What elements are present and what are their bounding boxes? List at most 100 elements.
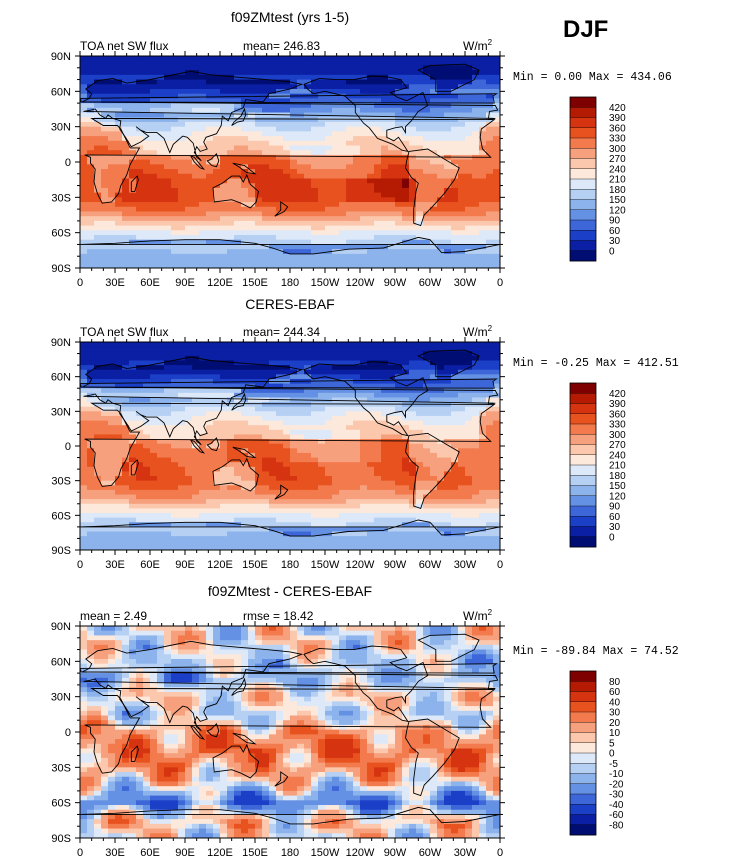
contour-cell xyxy=(493,103,500,109)
contour-cell xyxy=(318,448,326,454)
contour-cell xyxy=(276,462,284,468)
contour-cell xyxy=(388,154,396,161)
contour-cell xyxy=(234,169,242,175)
contour-cell xyxy=(388,98,396,104)
contour-cell xyxy=(451,93,459,99)
contour-cell xyxy=(493,383,500,389)
contour-cell xyxy=(122,60,130,66)
contour-cell xyxy=(241,476,249,482)
contour-cell xyxy=(318,79,326,85)
contour-cell xyxy=(332,471,340,477)
contour-cell xyxy=(325,131,333,137)
contour-cell xyxy=(262,480,270,486)
contour-cell xyxy=(185,443,193,449)
contour-cell xyxy=(101,258,109,264)
contour-cell xyxy=(318,406,326,412)
contour-cell xyxy=(339,98,347,104)
contour-cell xyxy=(409,342,417,348)
contour-cell xyxy=(423,249,431,255)
contour-cell xyxy=(388,173,396,179)
contour-cell xyxy=(101,93,109,99)
contour-cell xyxy=(416,93,424,99)
contour-cell xyxy=(388,392,396,398)
contour-cell xyxy=(136,425,144,431)
contour-cell xyxy=(199,258,207,264)
contour-cell xyxy=(353,183,361,189)
contour-cell xyxy=(108,406,116,412)
contour-cell xyxy=(430,154,438,161)
contour-cell xyxy=(339,74,347,81)
contour-cell xyxy=(150,406,158,412)
map-panel-1: f09ZMtest (yrs 1-5)TOA net SW flux mean= … xyxy=(51,9,672,289)
contour-cell xyxy=(353,225,361,231)
contour-cell xyxy=(276,140,284,147)
contour-cell xyxy=(94,235,102,241)
contour-cell xyxy=(255,121,263,128)
contour-cell xyxy=(304,150,312,156)
contour-cell xyxy=(374,239,382,245)
contour-cell xyxy=(227,388,235,394)
contour-cell xyxy=(409,197,417,203)
contour-cell xyxy=(234,383,242,389)
contour-cell xyxy=(136,462,144,468)
contour-cell xyxy=(255,365,263,371)
contour-cell xyxy=(283,88,291,95)
contour-cell xyxy=(255,402,263,408)
contour-cell xyxy=(143,121,151,128)
contour-cell xyxy=(437,489,445,496)
contour-cell xyxy=(115,249,123,255)
contour-cell xyxy=(430,406,438,412)
contour-cell xyxy=(458,365,466,371)
units-sup: 2 xyxy=(488,38,493,47)
contour-cell xyxy=(353,60,361,66)
contour-cell xyxy=(339,150,347,156)
contour-cell xyxy=(318,457,326,463)
contour-cell xyxy=(122,220,130,227)
contour-cell xyxy=(325,60,333,66)
contour-cell xyxy=(388,126,396,132)
contour-cell xyxy=(381,206,389,212)
contour-cell xyxy=(290,480,298,486)
contour-cell xyxy=(136,434,144,440)
contour-cell xyxy=(311,420,319,426)
contour-cell xyxy=(199,235,207,241)
contour-cell xyxy=(199,360,207,366)
contour-cell xyxy=(150,154,158,161)
contour-cell xyxy=(374,406,382,412)
contour-cell xyxy=(213,202,221,208)
contour-cell xyxy=(311,145,319,151)
contour-cell xyxy=(122,411,130,417)
contour-cell xyxy=(290,402,298,408)
contour-cell xyxy=(479,230,487,236)
contour-cell xyxy=(402,434,410,440)
contour-cell xyxy=(437,253,445,260)
contour-cell xyxy=(269,471,277,477)
contour-cell xyxy=(192,365,200,371)
contour-cell xyxy=(276,388,284,394)
contour-cell xyxy=(157,425,165,431)
contour-cell xyxy=(339,249,347,255)
contour-cell xyxy=(143,351,151,357)
contour-cell xyxy=(227,169,235,175)
contour-cell xyxy=(444,103,452,109)
contour-cell xyxy=(136,206,144,212)
contour-cell xyxy=(430,494,438,500)
contour-cell xyxy=(178,485,186,491)
contour-cell xyxy=(171,365,179,371)
contour-cell xyxy=(185,216,193,222)
contour-cell xyxy=(465,457,473,463)
contour-cell xyxy=(451,462,459,468)
contour-cell xyxy=(241,249,249,255)
contour-cell xyxy=(115,429,123,435)
contour-cell xyxy=(318,98,326,104)
contour-cell xyxy=(458,351,466,357)
contour-cell xyxy=(136,244,144,250)
contour-cell xyxy=(150,98,158,104)
contour-cell xyxy=(115,173,123,179)
contour-cell xyxy=(297,489,305,496)
contour-cell xyxy=(101,140,109,147)
contour-cell xyxy=(297,452,305,459)
contour-cell xyxy=(423,216,431,222)
contour-cell xyxy=(199,429,207,435)
